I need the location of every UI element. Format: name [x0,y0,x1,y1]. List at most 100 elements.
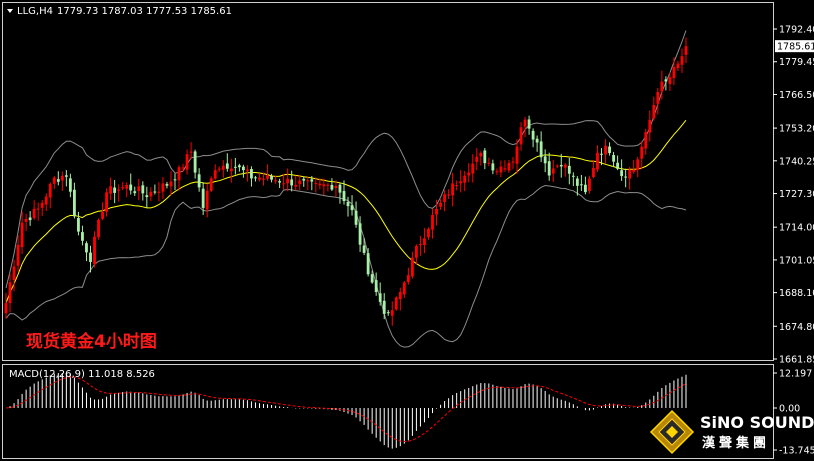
candle [394,296,398,311]
candle [600,148,603,166]
candle [644,128,648,155]
moving-average-line [5,119,687,304]
svg-text:1727.30: 1727.30 [779,189,814,200]
svg-text:1740.25: 1740.25 [779,156,814,167]
macd-axis: 12.197 0.00 -13.745 [773,369,814,457]
candle [350,195,354,216]
candle [40,199,44,216]
price-tick: 1792.40 [773,25,814,36]
candle [77,211,80,236]
sinosound-logo: SiNO SOUND 漢聲集團 [649,409,814,455]
candle [475,148,479,171]
candle [145,186,149,209]
candle [12,259,16,292]
candle [153,184,157,195]
current-price-badge: 1785.61 [775,40,814,53]
macd-panel-frame [2,364,774,459]
price-tick: 1740.25 [773,156,814,167]
bollinger-bands [5,30,687,348]
candle [213,164,217,180]
candle [233,157,237,175]
ohlc-readout: 1779.73 1787.03 1777.53 1785.61 [57,6,232,17]
candle [290,170,294,192]
candle [362,237,366,256]
candle [157,182,161,202]
candle [378,282,382,306]
svg-text:12.197: 12.197 [779,369,812,380]
candle [447,189,451,199]
candle [415,244,418,265]
svg-text:-13.745: -13.745 [779,446,814,457]
candle [410,251,414,279]
candle [398,287,402,311]
candle [507,160,511,173]
candle [555,164,559,169]
candle [286,168,290,192]
svg-text:1792.40: 1792.40 [779,25,814,36]
candle [620,159,624,181]
candle [596,145,599,172]
candle [274,175,277,184]
candle [346,196,350,217]
candle [427,227,430,240]
candle [258,173,261,182]
candle [72,182,76,219]
candle [487,157,491,167]
candle [8,273,12,313]
candle [262,172,265,186]
candle [451,172,455,207]
candle [559,153,563,178]
candle [439,199,442,210]
candle [177,165,181,191]
candle [161,176,165,200]
candle [165,181,169,189]
candle [246,165,249,182]
candle [28,211,32,226]
candle [539,131,543,163]
candle [579,174,583,191]
candle [660,70,664,100]
candle [32,200,36,220]
price-tick: 1779.45 [773,57,814,68]
collapse-triangle-icon[interactable] [7,9,13,13]
price-tick: 1766.50 [773,90,814,101]
candle [402,280,406,299]
candle [652,96,656,121]
candle [310,176,314,191]
candle [97,218,100,240]
candle [237,163,241,172]
logo-name-en: SiNO SOUND [700,413,814,432]
candle [628,166,632,190]
candle [680,48,684,74]
candle [676,60,680,71]
candle [294,175,298,191]
candle [89,245,92,273]
candle [419,235,422,256]
candle [322,178,326,195]
main-panel-frame [2,2,774,361]
candle [374,272,378,296]
candle [52,175,56,190]
candle [463,171,467,192]
candlestick-series [4,37,688,326]
bollinger-lower [5,184,687,348]
candle [24,213,28,231]
candle [193,149,197,179]
candle [423,228,426,254]
overlay-title: 现货黄金4小时图 [26,331,157,352]
candle [584,176,587,195]
candle [648,110,652,142]
candle [624,168,628,188]
candle [44,193,48,212]
logo-name-cn: 漢聲集團 [702,435,770,451]
candle [567,157,571,185]
symbol-label: LLG,H4 [17,6,53,17]
candle [85,241,88,262]
candle [563,162,567,177]
candle [64,170,68,187]
candle [386,309,390,316]
candle [431,208,434,239]
candle [326,183,330,192]
candle [60,171,64,191]
candle [4,292,8,319]
